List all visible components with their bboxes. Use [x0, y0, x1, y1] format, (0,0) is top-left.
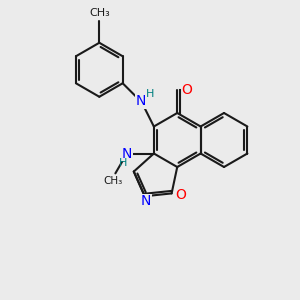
- Text: N: N: [136, 94, 146, 108]
- Text: CH₃: CH₃: [89, 8, 110, 18]
- Text: H: H: [119, 158, 127, 167]
- Text: N: N: [122, 146, 132, 161]
- Text: CH₃: CH₃: [104, 176, 123, 186]
- Text: O: O: [175, 188, 186, 203]
- Text: N: N: [141, 194, 151, 208]
- Text: H: H: [146, 89, 154, 99]
- Text: O: O: [181, 83, 192, 97]
